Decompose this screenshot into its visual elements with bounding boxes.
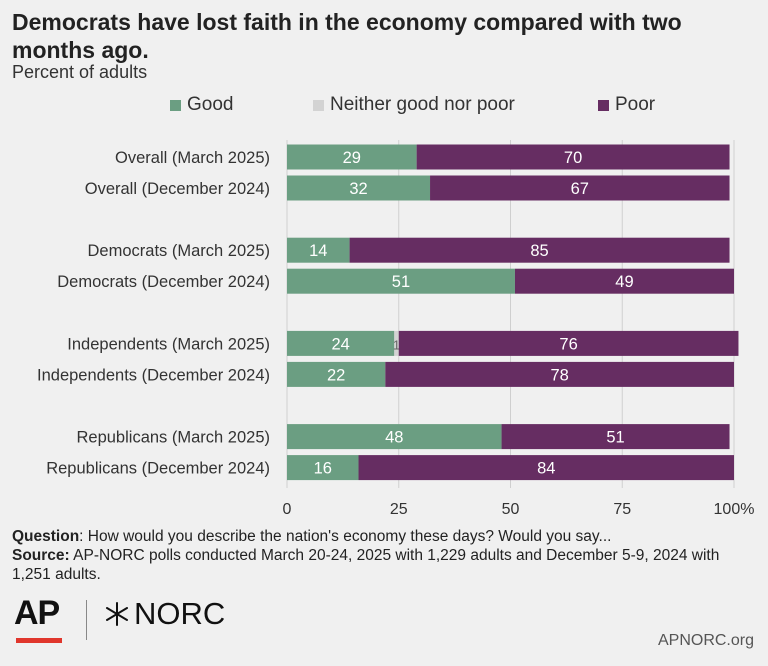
norc-logo: NORC (104, 596, 225, 632)
stacked-bar-chart: 0 25 50 75 100% Overall (March 2025) 29 70 Overa… (37, 140, 755, 518)
bar-poor-4 (398, 330, 739, 356)
legend-swatch-good (170, 99, 181, 111)
ap-logo-underline (16, 638, 62, 643)
bar-poor-7 (358, 455, 734, 481)
data-label: 76 (559, 335, 577, 353)
category-label: Overall (December 2024) (85, 180, 270, 198)
bar-good-0 (287, 144, 417, 170)
site-url: APNORC.org (657, 632, 754, 649)
data-label: 1 (393, 337, 400, 352)
logo-divider (86, 600, 87, 640)
data-label: 16 (314, 460, 332, 478)
data-label: 85 (530, 242, 548, 260)
bar-poor-6 (501, 424, 730, 450)
norc-logo-text: NORC (134, 596, 226, 631)
data-label: 67 (571, 180, 589, 198)
category-label: Independents (March 2025) (67, 335, 270, 353)
bar-poor-2 (349, 237, 730, 263)
question-note: Question: How would you describe the nat… (12, 528, 612, 545)
source-note: Source: AP-NORC polls conducted March 20… (12, 547, 720, 583)
ap-logo: AP (14, 594, 60, 632)
legend-item-neither: Neither good nor poor (313, 94, 515, 116)
category-label: Republicans (March 2025) (76, 429, 270, 447)
data-label: 24 (331, 335, 349, 353)
bar-good-5 (287, 361, 386, 387)
x-tick-label-100: 100% (714, 501, 755, 518)
data-label: 84 (537, 460, 555, 478)
bar-poor-5 (385, 361, 734, 387)
legend-label-good: Good (187, 94, 234, 115)
data-label: 32 (349, 180, 367, 198)
chart-footer: Question: How would you describe the nat… (12, 527, 757, 584)
legend-swatch-poor (598, 99, 609, 111)
bar-good-4 (287, 330, 395, 356)
bar-poor-0 (416, 144, 730, 170)
legend-swatch-neither (313, 99, 324, 111)
x-tick-label-25: 25 (390, 501, 408, 518)
bar-good-3 (287, 268, 515, 294)
bar-good-7 (287, 455, 359, 481)
bar-neither-good-nor-poor-4 (394, 330, 399, 356)
x-tick-label-75: 75 (613, 501, 631, 518)
data-label: 51 (606, 429, 624, 447)
norc-star-icon (106, 602, 128, 626)
data-label: 14 (309, 242, 327, 260)
chart-legend: Good Neither good nor poor Poor (0, 94, 768, 120)
data-label: 78 (550, 366, 568, 384)
category-label: Independents (December 2024) (37, 366, 270, 384)
bar-good-1 (287, 175, 431, 201)
legend-label-neither: Neither good nor poor (330, 94, 515, 115)
bar-poor-1 (430, 175, 730, 201)
legend-label-poor: Poor (615, 94, 656, 115)
legend-item-good: Good (170, 94, 233, 116)
data-label: 22 (327, 366, 345, 384)
category-label: Overall (March 2025) (115, 149, 270, 167)
data-label: 48 (385, 429, 403, 447)
data-label: 51 (392, 273, 410, 291)
data-label: 29 (343, 149, 361, 167)
category-label: Democrats (December 2024) (57, 273, 270, 291)
category-label: Democrats (March 2025) (88, 242, 270, 260)
bar-good-6 (287, 424, 502, 450)
x-tick-label-50: 50 (502, 501, 520, 518)
x-tick-label-0: 0 (283, 501, 292, 518)
legend-item-poor: Poor (598, 94, 655, 116)
category-label: Republicans (December 2024) (46, 460, 270, 478)
data-label: 70 (564, 149, 582, 167)
chart-title: Democrats have lost faith in the economy… (12, 9, 682, 63)
chart-subtitle: Percent of adults (12, 62, 148, 82)
bar-good-2 (287, 237, 350, 263)
data-label: 49 (615, 273, 633, 291)
bar-poor-3 (514, 268, 734, 294)
